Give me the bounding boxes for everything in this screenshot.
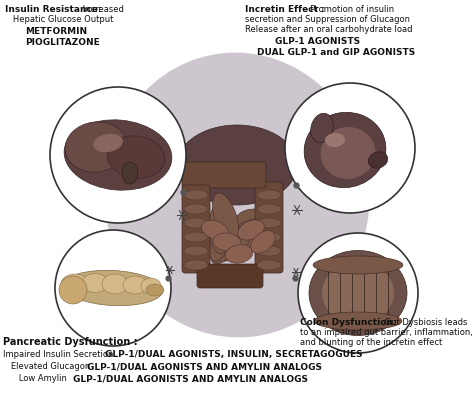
Text: Impaired Insulin Secretion: Impaired Insulin Secretion: [3, 350, 116, 359]
Ellipse shape: [93, 134, 123, 152]
Text: Release after an oral carbohydrate load: Release after an oral carbohydrate load: [245, 25, 412, 34]
FancyBboxPatch shape: [255, 182, 283, 273]
Ellipse shape: [368, 152, 388, 168]
Text: and blunting of the incretin effect: and blunting of the incretin effect: [300, 338, 442, 347]
Text: GLP-1/DUAL AGONISTS, INSULIN, SECRETAGOGUES: GLP-1/DUAL AGONISTS, INSULIN, SECRETAGOG…: [105, 350, 363, 359]
Text: Incretin Effect :: Incretin Effect :: [245, 5, 325, 14]
Ellipse shape: [226, 225, 263, 253]
Ellipse shape: [184, 218, 208, 228]
Ellipse shape: [184, 232, 208, 242]
Circle shape: [298, 233, 418, 353]
Ellipse shape: [61, 274, 89, 294]
FancyBboxPatch shape: [182, 162, 266, 188]
Ellipse shape: [212, 193, 239, 243]
Ellipse shape: [65, 122, 127, 172]
Text: Hepatic Glucose Output: Hepatic Glucose Output: [5, 15, 113, 24]
FancyBboxPatch shape: [197, 264, 263, 288]
Ellipse shape: [257, 190, 281, 200]
Text: Gut Dysbiosis leads: Gut Dysbiosis leads: [382, 318, 467, 327]
Text: to an impaired gut barrier, inflammation,: to an impaired gut barrier, inflammation…: [300, 328, 473, 337]
Ellipse shape: [63, 270, 163, 306]
Text: Pancreatic Dysfunction :: Pancreatic Dysfunction :: [3, 337, 137, 347]
Ellipse shape: [322, 262, 394, 324]
Ellipse shape: [107, 136, 165, 178]
Ellipse shape: [236, 209, 274, 231]
Ellipse shape: [123, 276, 147, 294]
Ellipse shape: [102, 274, 128, 294]
Text: secretion and Suppression of Glucagon: secretion and Suppression of Glucagon: [245, 15, 410, 24]
Ellipse shape: [257, 204, 281, 214]
Text: GLP-1/DUAL AGONISTS AND AMYLIN ANALOGS: GLP-1/DUAL AGONISTS AND AMYLIN ANALOGS: [87, 362, 322, 371]
Ellipse shape: [238, 220, 264, 240]
Ellipse shape: [309, 251, 407, 335]
Text: DUAL GLP-1 and GIP AGONISTS: DUAL GLP-1 and GIP AGONISTS: [257, 48, 415, 57]
Ellipse shape: [141, 278, 161, 294]
Ellipse shape: [213, 233, 241, 251]
Text: Promotion of insulin: Promotion of insulin: [305, 5, 394, 14]
Text: Elevated Glucagon: Elevated Glucagon: [3, 362, 93, 371]
Text: METFORMIN: METFORMIN: [25, 27, 87, 36]
Ellipse shape: [210, 222, 239, 264]
Ellipse shape: [146, 284, 164, 296]
Ellipse shape: [59, 276, 87, 304]
Ellipse shape: [122, 162, 138, 184]
Circle shape: [285, 83, 415, 213]
Circle shape: [55, 230, 171, 346]
Text: Colon Dysfunction:: Colon Dysfunction:: [300, 318, 396, 327]
Ellipse shape: [177, 125, 297, 205]
Ellipse shape: [209, 204, 231, 254]
Ellipse shape: [64, 120, 172, 190]
Text: GLP-1 AGONISTS: GLP-1 AGONISTS: [275, 37, 360, 46]
Ellipse shape: [184, 190, 208, 200]
Circle shape: [50, 87, 186, 223]
Ellipse shape: [314, 312, 402, 330]
Ellipse shape: [304, 112, 386, 188]
Ellipse shape: [82, 274, 108, 293]
Text: Increased: Increased: [80, 5, 124, 14]
Ellipse shape: [184, 204, 208, 214]
Ellipse shape: [104, 52, 370, 337]
Ellipse shape: [257, 260, 281, 270]
Ellipse shape: [251, 231, 275, 253]
Ellipse shape: [225, 245, 253, 263]
Ellipse shape: [257, 246, 281, 256]
Ellipse shape: [313, 256, 403, 274]
Ellipse shape: [184, 246, 208, 256]
Ellipse shape: [233, 219, 272, 243]
Text: GLP-1/DUAL AGONISTS AND AMYLIN ANALOGS: GLP-1/DUAL AGONISTS AND AMYLIN ANALOGS: [73, 374, 308, 383]
Ellipse shape: [217, 226, 251, 261]
Text: PIOGLITAZONE: PIOGLITAZONE: [25, 38, 100, 47]
FancyBboxPatch shape: [182, 185, 210, 273]
Ellipse shape: [257, 232, 281, 242]
Ellipse shape: [184, 260, 208, 270]
Text: Low Amylin: Low Amylin: [3, 374, 70, 383]
Ellipse shape: [208, 214, 232, 261]
Ellipse shape: [320, 127, 375, 179]
Ellipse shape: [257, 218, 281, 228]
Ellipse shape: [325, 133, 345, 147]
Text: Insulin Resistance:: Insulin Resistance:: [5, 5, 101, 14]
Ellipse shape: [201, 220, 228, 240]
Ellipse shape: [310, 113, 333, 143]
